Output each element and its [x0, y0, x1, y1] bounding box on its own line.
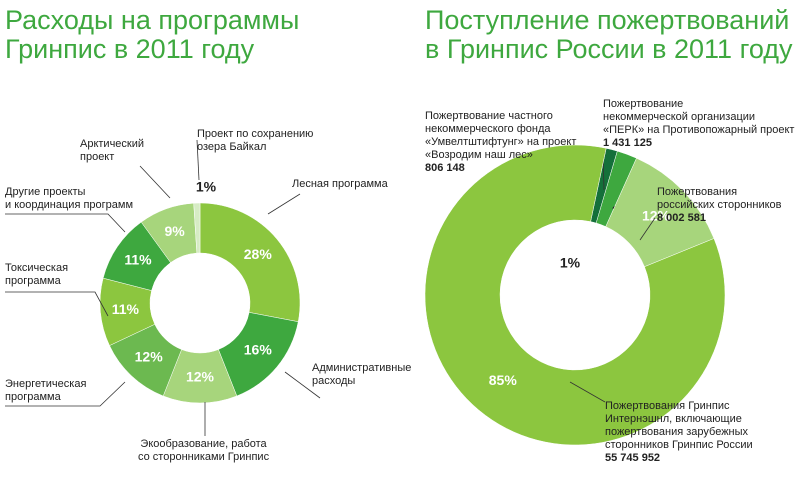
category-label: Пожертвование частного некоммерческого ф…: [425, 110, 577, 174]
percent-label: 1%: [560, 255, 581, 271]
amount-label: 8 002 581: [657, 212, 706, 224]
leader-line: [267, 193, 301, 215]
category-label: Пожертвование некоммерческой организации…: [603, 98, 795, 149]
percent-label: 11%: [124, 252, 152, 268]
leader-line: [639, 217, 656, 241]
percent-label: 9%: [164, 223, 185, 239]
category-label: Пожертвования российских сторонников 8 00…: [657, 186, 782, 224]
category-label: Проект по сохранению озера Байкал: [197, 128, 314, 153]
amount-label: 1 431 125: [603, 137, 652, 149]
leader-line: [139, 165, 171, 199]
donut-segment: [424, 144, 726, 446]
category-label: Лесная программа: [292, 178, 388, 190]
chart-title: Поступление пожертвований в Гринпис Росс…: [425, 5, 793, 64]
category-label: Энергетическая программа: [5, 378, 87, 403]
percent-label: 16%: [244, 342, 273, 358]
category-label: Пожертвования Гринпис Интернэшнл, включа…: [605, 400, 753, 464]
category-label: Токсическая программа: [5, 262, 69, 287]
chart-title: Расходы на программы Гринпис в 2011 году: [5, 5, 300, 64]
donut-segment: [199, 202, 301, 323]
leader-line: [5, 291, 109, 317]
percent-label: 85%: [489, 372, 518, 388]
leader-line: [284, 371, 321, 399]
percent-label: 1%: [196, 179, 217, 195]
category-label: Арктический проект: [80, 138, 145, 163]
percent-label: 12%: [642, 208, 671, 224]
percent-label: 11%: [112, 301, 140, 317]
amount-label: 55 745 952: [605, 452, 661, 464]
leader-line: [5, 381, 126, 407]
percent-label: 12%: [135, 348, 164, 364]
amount-label: 806 148: [425, 162, 465, 174]
donut-segment: [193, 202, 201, 254]
category-label: Экообразование, работа со сторонниками Г…: [138, 438, 270, 463]
category-label: Административные расходы: [312, 362, 412, 387]
percent-label: 28%: [244, 246, 273, 262]
percent-label: 12%: [186, 369, 215, 385]
leader-line: [196, 139, 200, 181]
category-label: Другие проекты и координация программ: [5, 186, 134, 211]
leader-line: [5, 213, 126, 233]
leader-line: [569, 381, 606, 403]
